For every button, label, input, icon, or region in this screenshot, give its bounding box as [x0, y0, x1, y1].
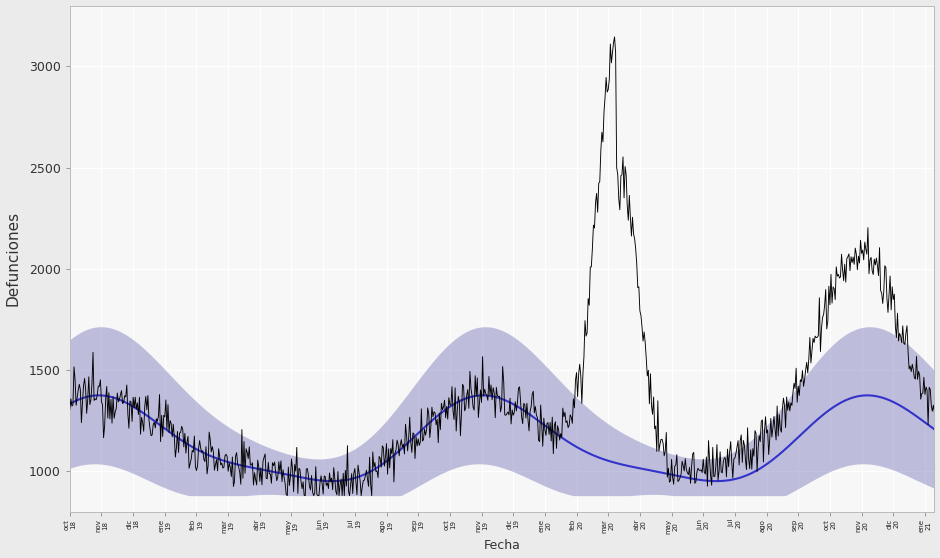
Y-axis label: Defunciones: Defunciones	[6, 211, 21, 306]
X-axis label: Fecha: Fecha	[484, 540, 521, 552]
